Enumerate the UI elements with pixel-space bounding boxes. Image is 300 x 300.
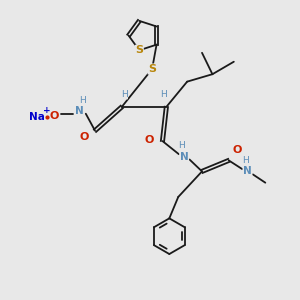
Text: N: N (180, 152, 189, 161)
Text: O: O (232, 145, 242, 155)
Text: Na: Na (29, 112, 45, 122)
Text: O: O (144, 135, 154, 145)
Text: O: O (79, 132, 88, 142)
Text: H: H (178, 141, 185, 150)
Text: S: S (135, 45, 143, 55)
Text: N: N (75, 106, 84, 116)
Text: +: + (43, 106, 50, 115)
Text: H: H (160, 90, 167, 99)
Text: S: S (148, 64, 156, 74)
Text: H: H (121, 90, 128, 99)
Text: H: H (242, 156, 248, 165)
Text: H: H (79, 97, 86, 106)
Text: N: N (243, 167, 252, 176)
Text: O: O (50, 111, 59, 121)
